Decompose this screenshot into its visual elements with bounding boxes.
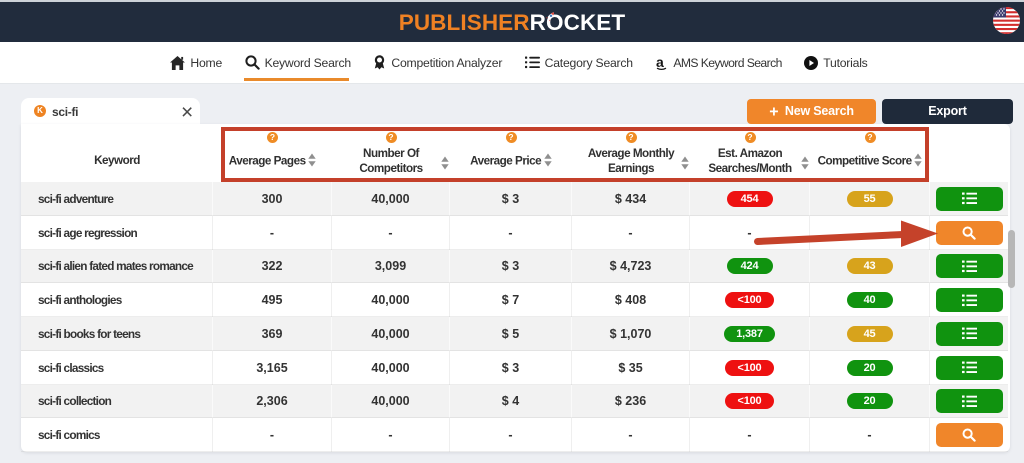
svg-text:a: a — [656, 55, 664, 70]
